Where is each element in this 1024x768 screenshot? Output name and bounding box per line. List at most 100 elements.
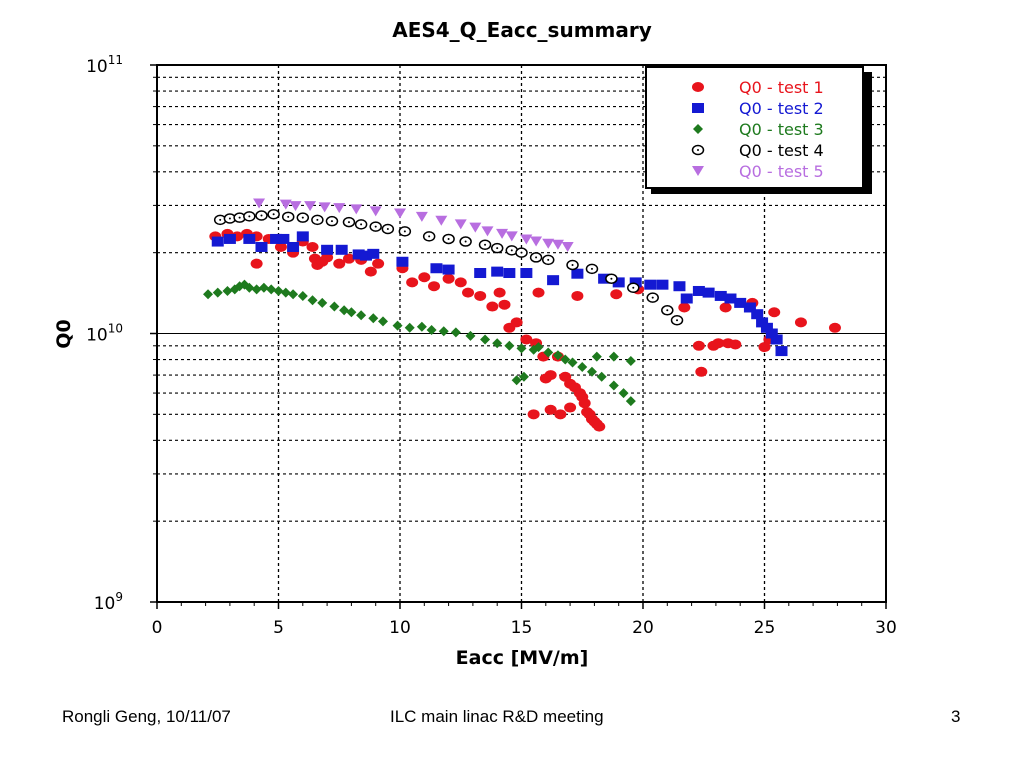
data-point [532, 287, 545, 298]
data-point [287, 241, 300, 252]
series-5 [253, 198, 574, 252]
data-point [673, 281, 686, 292]
data-point [775, 346, 788, 357]
data-point [724, 293, 737, 304]
data-point [415, 211, 428, 222]
data-point [543, 347, 554, 358]
data-point [544, 404, 557, 415]
data-point [756, 317, 769, 328]
data-point [442, 233, 455, 245]
series-2 [211, 231, 788, 357]
data-point [255, 210, 268, 221]
data-point [243, 211, 256, 222]
data-point [342, 253, 355, 264]
data-point [571, 290, 584, 301]
x-tick-label: 15 [511, 618, 533, 638]
data-point [566, 259, 579, 271]
data-point [359, 250, 372, 261]
data-point [702, 287, 715, 298]
data-point [426, 325, 437, 336]
data-point [418, 272, 431, 283]
data-point [369, 221, 382, 232]
data-point [646, 292, 659, 303]
data-point [396, 256, 409, 267]
data-point [608, 380, 619, 391]
data-point [625, 355, 636, 366]
legend-marker [691, 144, 705, 156]
data-point [222, 285, 233, 296]
data-point [605, 273, 618, 284]
data-point [618, 388, 629, 399]
data-point [520, 268, 533, 279]
data-point [462, 287, 475, 298]
data-point [547, 275, 560, 286]
legend-label: Q0 - test 1 [739, 78, 824, 97]
data-point [503, 268, 516, 279]
data-point [223, 233, 236, 244]
data-point [530, 236, 543, 247]
data-point [670, 315, 684, 326]
chart-title: AES4_Q_Eacc_summary [392, 18, 652, 42]
data-point [368, 313, 379, 324]
data-point [459, 236, 472, 247]
data-point [770, 334, 783, 345]
y-axis-ticks: 109 1010 1011 [86, 53, 157, 614]
footer-meeting-title: ILC main linac R&D meeting [390, 707, 604, 726]
legend-marker [693, 124, 703, 134]
data-point [279, 199, 292, 210]
data-point [398, 226, 412, 237]
data-point [552, 350, 563, 361]
legend-marker [692, 103, 704, 113]
data-point [585, 263, 599, 275]
y-axis-label: Q0 [53, 319, 75, 348]
legend-marker [692, 82, 704, 92]
data-point [454, 277, 467, 288]
data-point [608, 351, 619, 362]
data-point [307, 295, 318, 306]
legend-marker [692, 166, 704, 176]
data-point [333, 203, 346, 214]
data-point [598, 273, 611, 284]
data-point [369, 206, 382, 217]
data-point [392, 320, 403, 331]
data-point [428, 281, 441, 292]
data-point [203, 289, 214, 300]
data-point [551, 239, 564, 250]
data-point [596, 371, 607, 382]
data-point [270, 233, 283, 244]
data-point [430, 263, 443, 274]
data-point [212, 287, 223, 298]
data-point [541, 254, 555, 266]
data-point [695, 366, 708, 377]
data-point [325, 215, 339, 227]
data-point [520, 334, 533, 345]
data-point [760, 322, 773, 333]
data-point [469, 222, 482, 233]
data-point [211, 236, 224, 247]
data-point [692, 285, 705, 296]
data-point [394, 208, 406, 219]
data-point [335, 244, 348, 255]
chart-legend: Q0 - test 1 Q0 - test 2 Q0 - test 3 Q0 - te… [645, 66, 872, 194]
data-point [381, 223, 395, 235]
data-point [352, 249, 365, 260]
data-point [629, 277, 642, 288]
data-point [274, 241, 287, 252]
data-point [416, 321, 427, 332]
data-point [539, 373, 552, 384]
data-point [493, 287, 506, 298]
data-point [465, 330, 476, 341]
data-point [768, 307, 781, 318]
data-point [339, 305, 350, 316]
data-point [364, 266, 377, 277]
x-tick-label: 20 [632, 618, 654, 638]
data-point [454, 219, 467, 230]
data-point [729, 339, 742, 350]
data-point [714, 290, 727, 301]
data-point [758, 342, 771, 353]
data-point [505, 231, 518, 242]
series-3 [203, 279, 636, 407]
data-point [692, 340, 705, 351]
data-point [498, 299, 511, 310]
